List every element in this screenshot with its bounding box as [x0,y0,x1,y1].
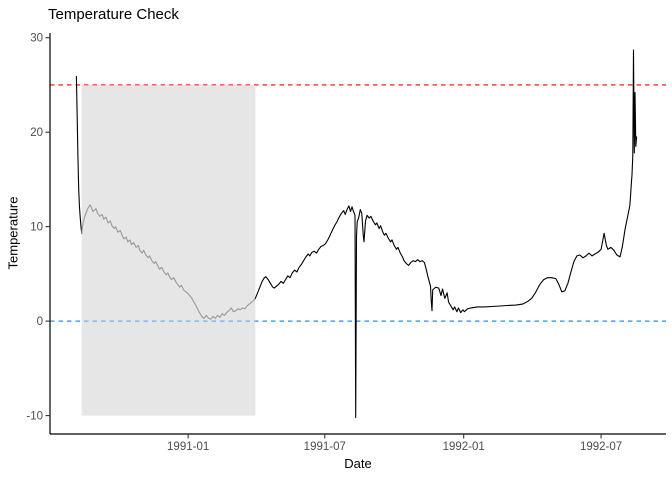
y-tick-label: 30 [30,33,43,45]
chart-title: Temperature Check [48,6,179,23]
x-tick-label: 1991-07 [304,441,346,453]
highlight-region [81,84,256,416]
x-tick-label: 1992-07 [580,441,622,453]
temperature-line-main [254,49,638,419]
y-axis-title: Temperature [5,196,21,270]
y-tick-label: 0 [37,316,43,328]
x-axis-title: Date [344,456,372,471]
temperature-line-highlighted [81,204,256,320]
y-tick-label: 10 [30,222,43,234]
x-tick-label: 1991-01 [167,441,209,453]
y-tick-label: -10 [26,411,43,423]
x-tick-label: 1992-01 [443,441,485,453]
temperature-line-start [75,75,83,234]
y-tick-label: 20 [30,127,43,139]
